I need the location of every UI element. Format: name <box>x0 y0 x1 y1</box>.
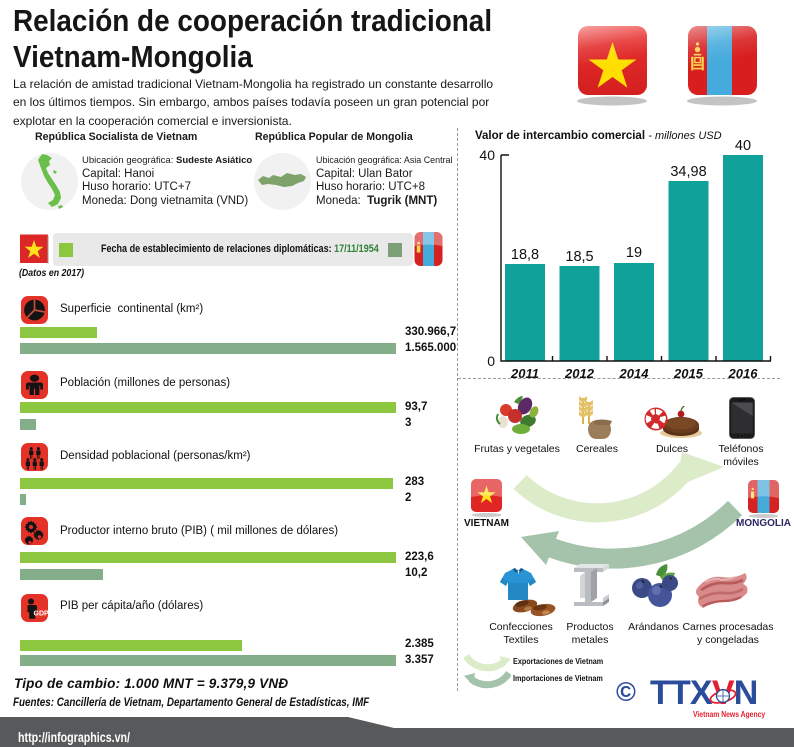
svg-text:0: 0 <box>487 353 495 369</box>
svg-text:2014: 2014 <box>619 366 650 381</box>
svg-text:40: 40 <box>479 147 495 163</box>
svg-text:GDP: GDP <box>34 611 49 618</box>
svg-text:40: 40 <box>735 138 751 154</box>
svg-text:2011: 2011 <box>510 366 539 381</box>
svg-text:18,8: 18,8 <box>511 247 539 263</box>
svg-text:2012: 2012 <box>564 366 595 381</box>
svg-text:18,5: 18,5 <box>565 249 593 265</box>
svg-text:http://infographics.vn/: http://infographics.vn/ <box>18 729 130 745</box>
svg-text:2015: 2015 <box>673 366 704 381</box>
svg-text:2016: 2016 <box>728 366 759 381</box>
svg-text:34,98: 34,98 <box>670 164 706 180</box>
svg-text:19: 19 <box>626 245 642 261</box>
